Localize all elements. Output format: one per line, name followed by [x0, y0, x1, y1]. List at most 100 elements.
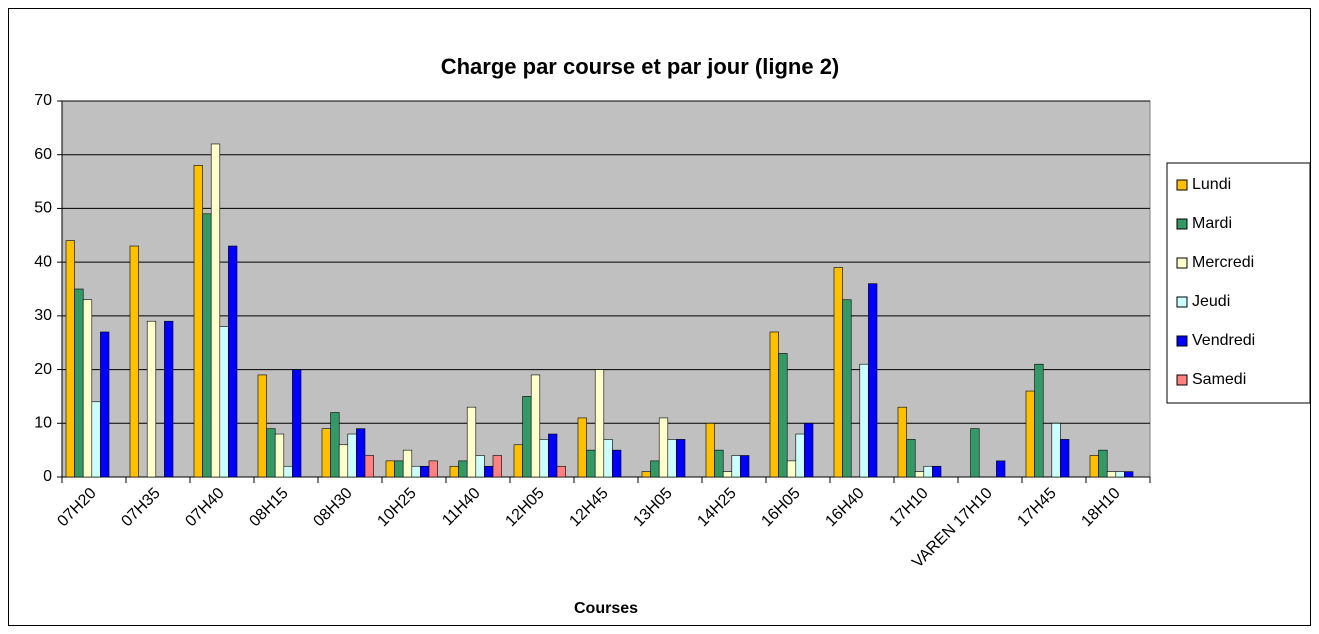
bar — [428, 460, 438, 478]
bar — [906, 439, 916, 478]
bar — [859, 363, 869, 478]
bar — [193, 165, 203, 478]
bar — [82, 299, 93, 478]
x-axis-label: Courses — [574, 600, 638, 617]
bar — [1025, 390, 1035, 478]
bar — [804, 422, 814, 478]
bar — [330, 412, 340, 478]
bar — [667, 439, 677, 478]
legend-label: Mercredi — [1192, 254, 1254, 271]
bar — [228, 245, 238, 478]
bar — [1034, 363, 1044, 478]
bar — [932, 465, 942, 478]
legend-label: Vendredi — [1192, 332, 1255, 349]
legend-label: Lundi — [1192, 176, 1231, 193]
bar — [74, 288, 84, 478]
bar — [970, 428, 980, 478]
bar — [91, 401, 101, 478]
bar — [612, 449, 622, 478]
bar — [394, 460, 404, 478]
bar — [556, 465, 566, 478]
bar — [594, 369, 605, 478]
bar — [266, 428, 276, 478]
y-tick-label: 60 — [34, 146, 52, 163]
bar — [210, 143, 221, 478]
legend-swatch — [1176, 257, 1188, 269]
bar — [641, 471, 651, 478]
legend-swatch — [1176, 218, 1188, 230]
bar — [722, 471, 733, 478]
bar — [219, 326, 229, 478]
bar — [842, 299, 852, 478]
bar — [769, 331, 779, 478]
bar — [1060, 439, 1070, 478]
y-tick-label: 70 — [34, 92, 52, 109]
y-tick-label: 0 — [43, 468, 52, 485]
bar — [740, 455, 750, 478]
bar — [65, 240, 75, 478]
bar — [283, 465, 293, 478]
bar — [458, 460, 468, 478]
bar — [257, 374, 267, 478]
y-tick-label: 30 — [34, 307, 52, 324]
bar — [914, 471, 925, 478]
bar — [577, 417, 587, 478]
bar — [923, 465, 933, 478]
bar — [420, 465, 430, 478]
bar — [513, 444, 523, 478]
bar — [1051, 422, 1061, 478]
bar — [1089, 455, 1099, 478]
bar — [996, 460, 1006, 478]
bar — [411, 465, 421, 478]
bar — [484, 465, 494, 478]
bar — [539, 439, 549, 478]
bar — [714, 449, 724, 478]
legend-label: Jeudi — [1192, 293, 1230, 310]
bar — [1098, 449, 1108, 478]
bar — [356, 428, 366, 478]
bar — [274, 433, 285, 478]
bar — [530, 374, 541, 478]
chart-title: Charge par course et par jour (ligne 2) — [441, 54, 840, 79]
bar — [586, 449, 596, 478]
bar — [402, 449, 413, 478]
bar — [897, 406, 907, 478]
bar — [650, 460, 660, 478]
bar — [795, 433, 805, 478]
legend-box — [1166, 162, 1311, 404]
bar — [676, 439, 686, 478]
y-tick-label: 20 — [34, 361, 52, 378]
legend-swatch — [1176, 296, 1188, 308]
bar — [202, 213, 212, 478]
legend-swatch — [1176, 179, 1188, 191]
bar — [475, 455, 485, 478]
bar — [522, 396, 532, 478]
bar — [364, 455, 374, 478]
y-tick-label: 40 — [34, 253, 52, 270]
y-tick-label: 50 — [34, 200, 52, 217]
bar — [347, 433, 357, 478]
bar — [786, 460, 797, 478]
bar — [100, 331, 110, 478]
bar — [1124, 471, 1134, 478]
bar — [449, 465, 459, 478]
bar — [164, 320, 174, 478]
bar — [731, 455, 741, 478]
bar — [548, 433, 558, 478]
legend-swatch — [1176, 374, 1188, 386]
bar — [129, 245, 139, 478]
bar — [833, 267, 843, 478]
bar — [466, 406, 477, 478]
bar — [1106, 471, 1117, 478]
bar — [492, 455, 502, 478]
bar — [868, 283, 878, 478]
bar — [705, 422, 715, 478]
bar — [338, 444, 349, 478]
legend-swatch — [1176, 335, 1188, 347]
plot-area — [61, 100, 1151, 478]
legend-label: Mardi — [1192, 215, 1232, 232]
bar — [385, 460, 395, 478]
bar — [658, 417, 669, 478]
bar — [146, 320, 157, 478]
